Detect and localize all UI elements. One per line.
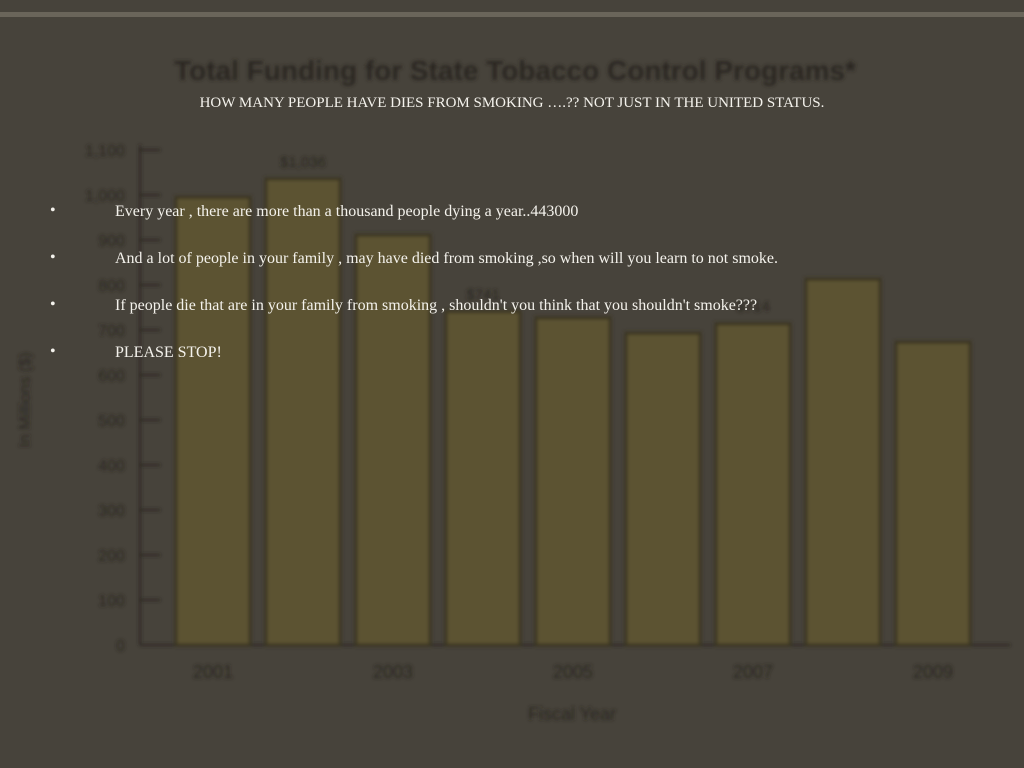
bar (264, 177, 342, 647)
background-chart: Total Funding for State Tobacco Control … (17, 55, 1010, 724)
bar (354, 233, 432, 647)
y-tick-label: 500 (98, 413, 125, 430)
bar (444, 310, 522, 647)
bullet-list: • Every year , there are more than a tho… (50, 202, 778, 361)
x-axis-label: Fiscal Year (528, 704, 616, 724)
bar (714, 322, 792, 647)
y-tick-label: 400 (98, 458, 125, 475)
bullet: PLEASE STOP! (115, 344, 222, 361)
y-tick-label: 100 (98, 593, 125, 610)
bar (174, 195, 252, 647)
bar (624, 331, 702, 647)
bullet-dot: • (50, 202, 56, 219)
value-label: $741 (466, 287, 499, 304)
bullet: And a lot of people in your family , may… (115, 250, 778, 267)
y-tick-label: 800 (98, 278, 125, 295)
y-tick-label: 1,100 (85, 143, 125, 160)
x-tick-label: 2005 (553, 662, 593, 682)
value-label: $714 (736, 299, 769, 316)
bullet: Every year , there are more than a thous… (115, 203, 578, 220)
y-tick-label: 1,000 (85, 188, 125, 205)
chart-title: Total Funding for State Tobacco Control … (174, 55, 856, 86)
y-tick-label: 300 (98, 503, 125, 520)
bullet-dot: • (50, 296, 56, 313)
bullet-dot: • (50, 249, 56, 266)
y-tick-label: 600 (98, 368, 125, 385)
bar (894, 340, 972, 647)
top-strip (0, 12, 1024, 17)
slide-title: HOW MANY PEOPLE HAVE DIES FROM SMOKING …… (200, 95, 825, 111)
bullet-dot: • (50, 343, 56, 360)
x-tick-label: 2003 (373, 662, 413, 682)
value-label: $1,036 (280, 154, 326, 171)
y-axis-label: In Millions ($) (17, 352, 34, 447)
bar (804, 277, 882, 647)
bullet: If people die that are in your family fr… (115, 297, 757, 314)
y-tick-label: 900 (98, 233, 125, 250)
x-tick-label: 2009 (913, 662, 953, 682)
x-tick-label: 2001 (193, 662, 233, 682)
y-tick-label: 200 (98, 548, 125, 565)
x-tick-label: 2007 (733, 662, 773, 682)
y-tick-label: 0 (116, 638, 125, 655)
bar (534, 316, 612, 647)
y-tick-label: 700 (98, 323, 125, 340)
